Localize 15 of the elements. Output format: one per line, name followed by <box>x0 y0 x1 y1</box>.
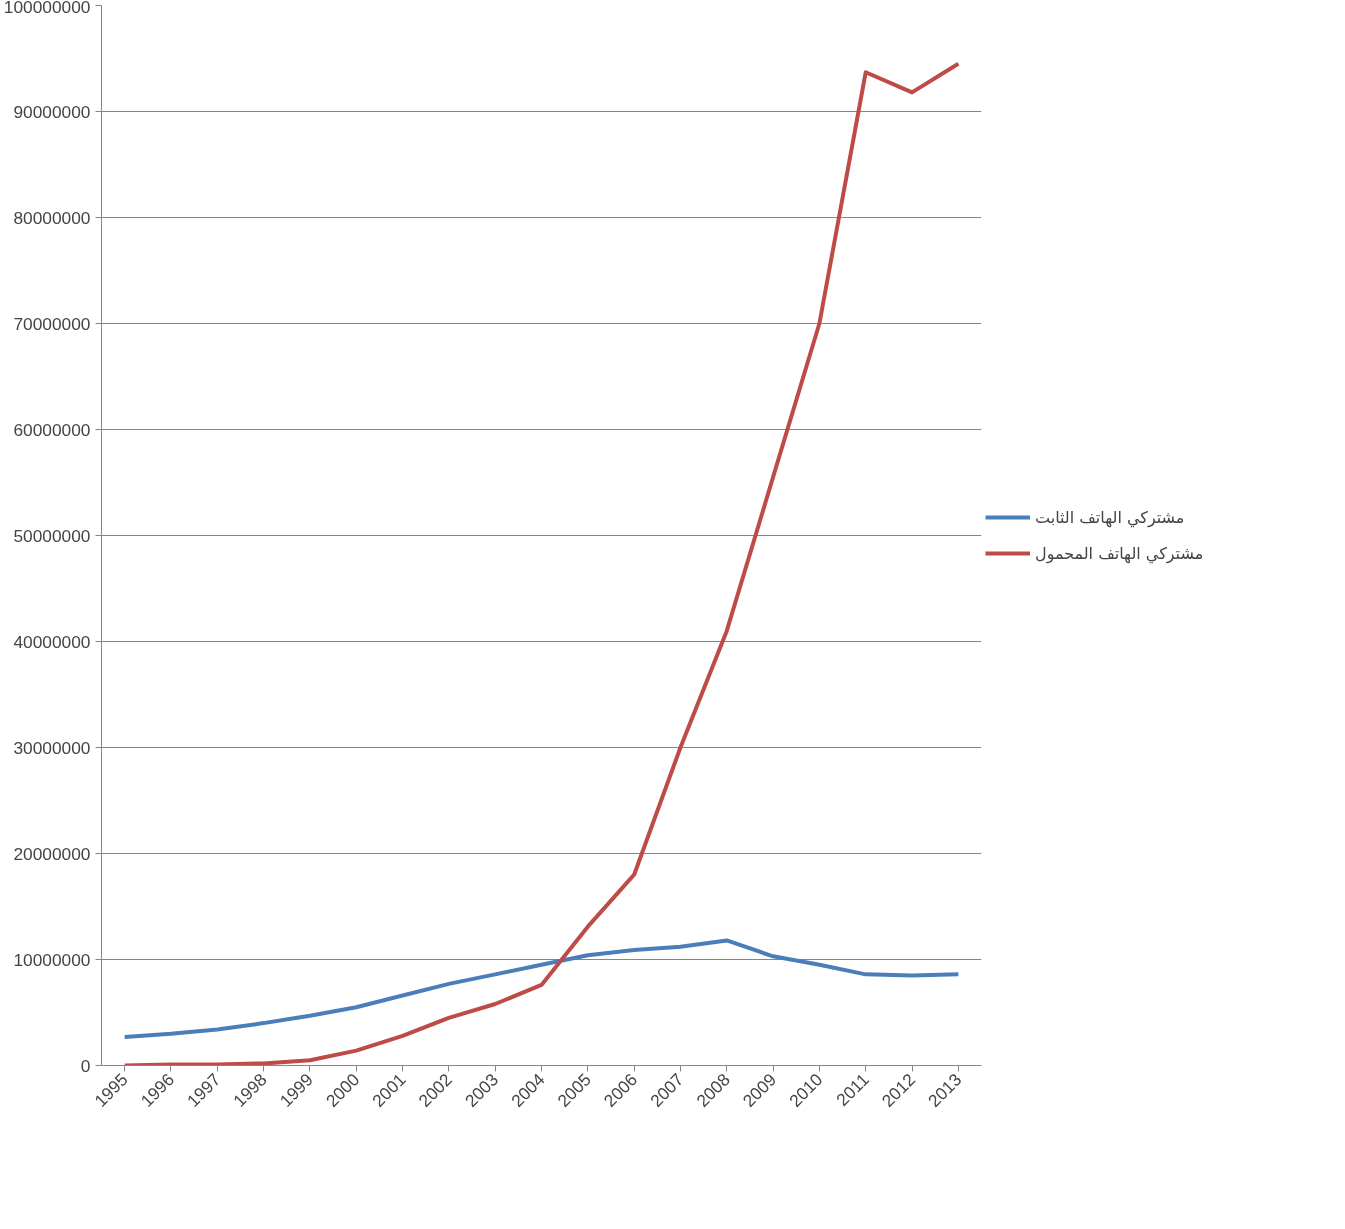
y-tick-label: 70000000 <box>13 313 91 334</box>
y-tick-label: 50000000 <box>13 525 91 546</box>
y-tick-label: 40000000 <box>13 631 91 652</box>
legend-label: مشتركي الهاتف المحمول <box>1035 543 1204 563</box>
y-tick-label: 90000000 <box>13 101 91 122</box>
y-tick-label: 80000000 <box>13 207 91 228</box>
y-tick-label: 20000000 <box>13 843 91 864</box>
y-tick-label: 60000000 <box>13 419 91 440</box>
y-tick-label: 100000000 <box>3 0 91 17</box>
line-series <box>122 938 961 1039</box>
y-tick-label: 30000000 <box>13 737 91 758</box>
line-series <box>122 61 961 1066</box>
y-tick-label: 10000000 <box>13 949 91 970</box>
legend-label: مشتركي الهاتف الثابت <box>1035 507 1185 527</box>
y-tick-label: 0 <box>80 1055 91 1076</box>
